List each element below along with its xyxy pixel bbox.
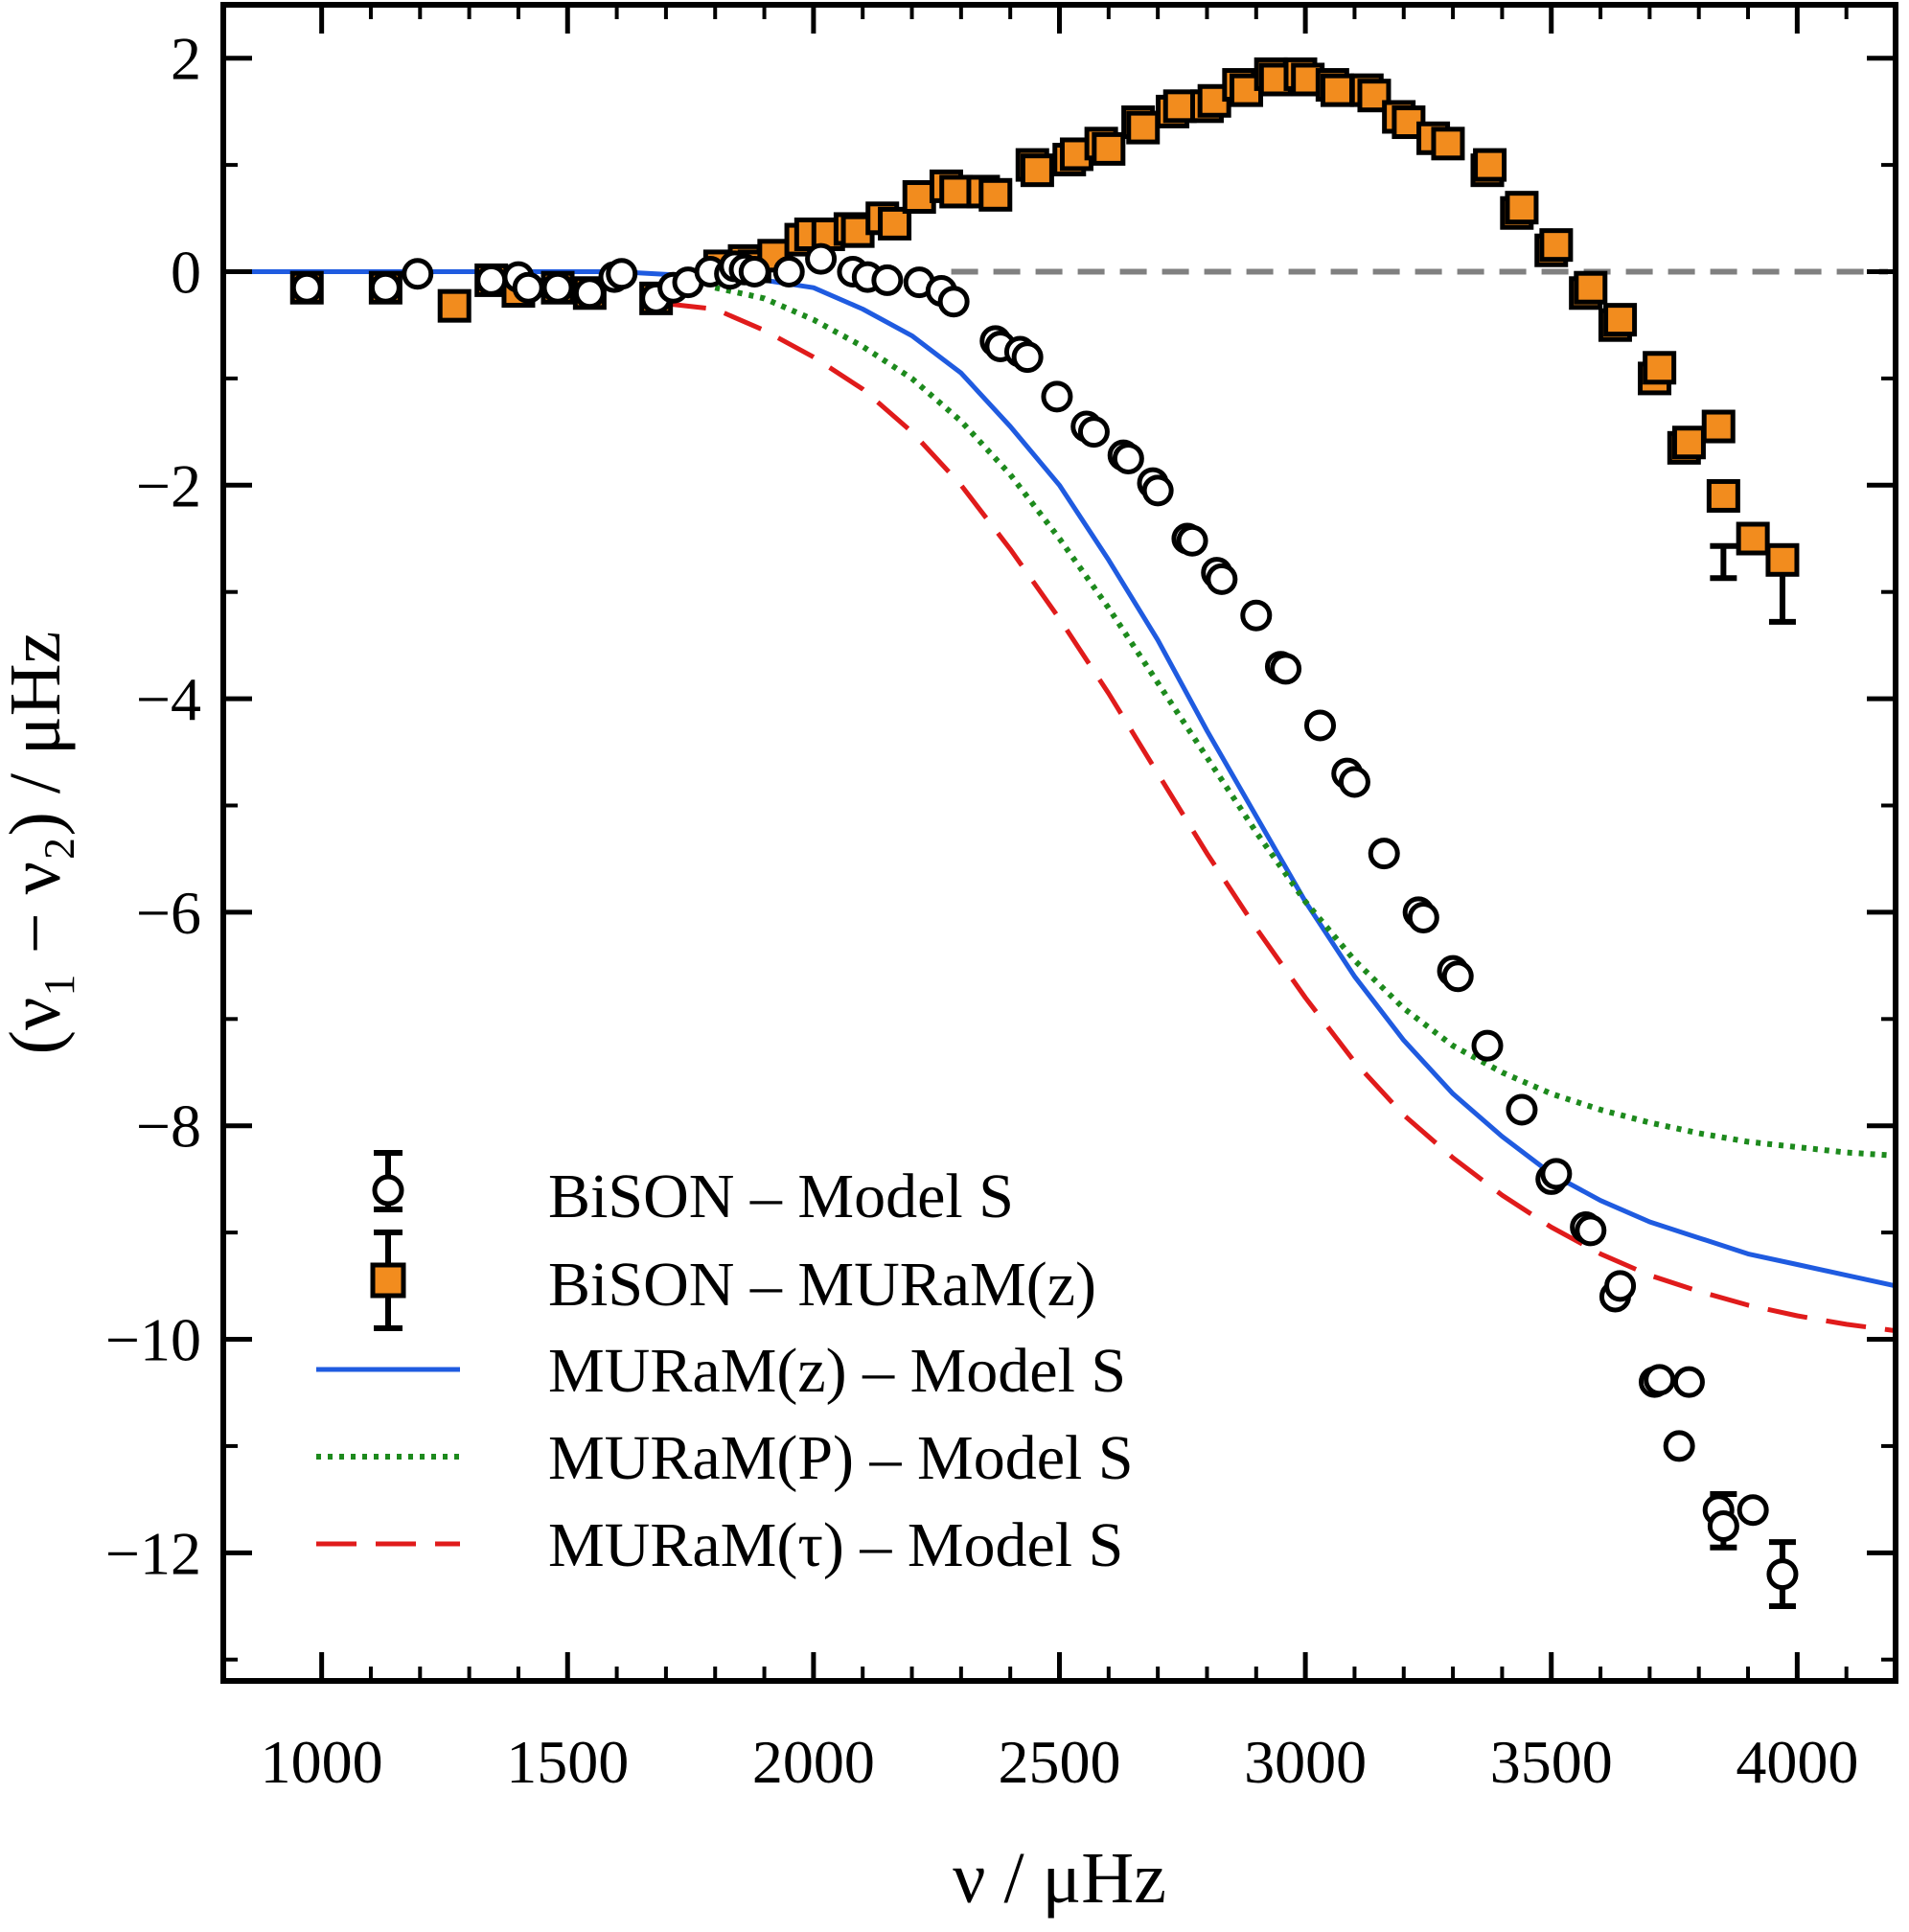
data-point-circle bbox=[1112, 442, 1144, 474]
legend-label: BiSON – Model S bbox=[548, 1162, 1014, 1231]
data-point-circle bbox=[606, 258, 638, 290]
data-point-circle bbox=[573, 277, 606, 310]
data-point-circle bbox=[1270, 653, 1302, 685]
data-point-circle bbox=[1766, 1558, 1799, 1591]
data-point-square bbox=[1574, 270, 1608, 305]
x-tick-label: 2000 bbox=[752, 1728, 875, 1796]
data-point-circle bbox=[1011, 341, 1044, 374]
y-tick-label: −4 bbox=[136, 665, 201, 733]
data-point-circle bbox=[1604, 1270, 1637, 1302]
legend-marker-circle bbox=[372, 1174, 404, 1207]
data-point-circle bbox=[1338, 766, 1370, 798]
data-point-square bbox=[1701, 409, 1736, 444]
x-tick-label: 3500 bbox=[1490, 1728, 1613, 1796]
x-tick-label: 1000 bbox=[261, 1728, 383, 1796]
legend-item-bison-muram-z: BiSON – MURaM(z) bbox=[370, 1230, 1096, 1331]
data-point-square bbox=[902, 180, 936, 215]
y-tick-label: 2 bbox=[171, 25, 201, 93]
data-point-circle bbox=[738, 256, 770, 288]
data-point-square bbox=[1126, 110, 1161, 145]
data-point-square bbox=[1092, 131, 1126, 166]
data-point-circle bbox=[402, 258, 434, 290]
data-point-circle bbox=[937, 286, 970, 318]
data-point-circle bbox=[1707, 1509, 1739, 1542]
data-point-circle bbox=[1041, 380, 1073, 413]
data-point-circle bbox=[772, 256, 805, 288]
data-point-circle bbox=[1575, 1214, 1607, 1247]
data-point-square bbox=[1736, 521, 1770, 556]
legend-item-bison-model-s: BiSON – Model S bbox=[372, 1150, 1014, 1231]
data-point-square bbox=[1671, 426, 1706, 460]
x-axis-title: ν / μHz bbox=[953, 1838, 1166, 1919]
legend-item-muram-tau-model-s: MURaM(τ) – Model S bbox=[316, 1510, 1123, 1580]
data-point-square bbox=[1020, 153, 1054, 188]
data-point-circle bbox=[805, 242, 838, 275]
series-line-3 bbox=[714, 285, 1897, 1159]
tick-labels: 1000 1500 2000 2500 3000 3500 4000 2 0 −2 −4 −6 −8 −1… bbox=[105, 25, 1858, 1796]
data-point-circle bbox=[1672, 1366, 1705, 1398]
legend: BiSON – Model S BiSON – MURaM(z) MURaM(z… bbox=[316, 1150, 1134, 1580]
x-tick-label: 2500 bbox=[999, 1728, 1121, 1796]
data-point-circle bbox=[1240, 599, 1273, 632]
axis-ticks bbox=[223, 5, 1898, 1681]
x-tick-label: 3000 bbox=[1244, 1728, 1367, 1796]
model-lines bbox=[233, 268, 1897, 1334]
data-point-circle bbox=[1206, 563, 1238, 595]
legend-label: BiSON – MURaM(z) bbox=[548, 1250, 1096, 1320]
data-point-square bbox=[437, 288, 472, 323]
data-point-circle bbox=[871, 264, 904, 296]
series-line-4 bbox=[665, 301, 1897, 1334]
data-points bbox=[289, 57, 1800, 1610]
data-point-square bbox=[1162, 89, 1197, 124]
y-tick-label: 0 bbox=[171, 239, 201, 307]
data-point-square bbox=[1706, 478, 1740, 513]
data-point-square bbox=[878, 206, 912, 241]
data-point-circle bbox=[512, 271, 544, 304]
data-point-circle bbox=[1077, 416, 1110, 448]
data-point-circle bbox=[1141, 474, 1174, 507]
data-point-circle bbox=[1407, 901, 1439, 933]
legend-item-muram-p-model-s: MURaM(P) – Model S bbox=[316, 1423, 1134, 1493]
legend-label: MURaM(τ) – Model S bbox=[548, 1510, 1123, 1580]
data-point-square bbox=[1603, 303, 1638, 337]
data-point-square bbox=[1765, 542, 1800, 577]
data-point-circle bbox=[1663, 1430, 1695, 1462]
data-point-circle bbox=[1368, 838, 1400, 870]
data-point-square bbox=[1539, 228, 1574, 263]
data-point-square bbox=[1431, 126, 1465, 161]
y-tick-label: −6 bbox=[136, 879, 201, 947]
x-tick-label: 4000 bbox=[1736, 1728, 1858, 1796]
legend-item-muram-z-model-s: MURaM(z) – Model S bbox=[316, 1336, 1126, 1406]
data-point-square bbox=[1505, 191, 1539, 225]
data-point-circle bbox=[1304, 709, 1337, 742]
x-tick-label: 1500 bbox=[506, 1728, 629, 1796]
data-point-circle bbox=[1540, 1158, 1573, 1190]
data-point-square bbox=[1643, 351, 1677, 385]
data-point-circle bbox=[1644, 1364, 1676, 1396]
y-tick-label: −10 bbox=[105, 1306, 201, 1374]
legend-marker-square bbox=[370, 1262, 406, 1299]
y-tick-label: −12 bbox=[105, 1519, 201, 1587]
series-line-2 bbox=[233, 269, 1897, 1289]
y-tick-label: −2 bbox=[136, 451, 201, 519]
data-point-square bbox=[978, 177, 1013, 212]
data-point-square bbox=[1320, 73, 1354, 107]
data-point-circle bbox=[1176, 524, 1208, 557]
data-point-circle bbox=[1506, 1093, 1538, 1126]
y-axis-title: (ν₁ − ν₂) / μHz bbox=[0, 632, 76, 1055]
data-point-circle bbox=[1471, 1029, 1504, 1062]
legend-label: MURaM(P) – Model S bbox=[548, 1423, 1134, 1493]
data-point-circle bbox=[369, 271, 402, 304]
data-point-circle bbox=[1736, 1494, 1769, 1527]
data-point-circle bbox=[1441, 960, 1474, 993]
y-tick-label: −8 bbox=[136, 1092, 201, 1161]
data-point-circle bbox=[541, 271, 574, 304]
data-point-square bbox=[939, 174, 974, 209]
legend-label: MURaM(z) – Model S bbox=[548, 1336, 1126, 1406]
data-point-circle bbox=[290, 271, 323, 304]
data-point-square bbox=[1473, 148, 1507, 182]
data-point-circle bbox=[475, 264, 508, 296]
